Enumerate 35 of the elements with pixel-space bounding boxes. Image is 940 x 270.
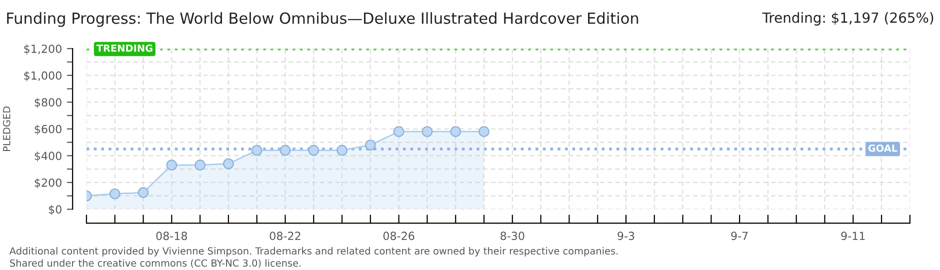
y-tick-label: $0 [48,205,62,216]
point [223,158,234,170]
x-tick-label: 08-26 [383,232,414,240]
chart-subtitle: Trending: $1,197 (265%) [762,12,934,26]
text: Additional content provided by Vivienne Simpson. Trademarks and related content are owned by their respective companies. [9,247,618,256]
chart-title: Funding Progress: The World Below Omnibus—Deluxe Illustrated Hardcover Edition [7,12,638,27]
y-axis-title: PLEDGED [2,106,10,152]
x-tick-label: 9-7 [731,232,748,240]
point [194,160,206,170]
x-tick-label: 8-30 [500,232,524,240]
x-tick-label: 08-18 [156,232,188,240]
point [393,126,404,138]
y-tick-label: $400 [34,151,62,162]
y-tick-label: $600 [34,124,62,135]
y-tick-label: $200 [34,178,62,188]
point [280,144,291,156]
ref-line-label: TRENDING [96,44,152,52]
text: Shared under the creative commons (CC BY-NC 3.0) license. [10,259,301,268]
point [138,187,149,198]
point [166,160,178,170]
point [450,126,462,138]
point [308,144,320,156]
x-tick-label: 9-11 [841,232,865,240]
x-tick-label: 9-3 [618,232,634,240]
x-tick-label: 08-22 [270,232,300,240]
point [365,140,376,150]
point [478,126,490,138]
point [109,188,120,200]
y-tick-label: $800 [34,98,62,108]
y-tick-label: $1,000 [24,71,62,82]
ref-line-label: GOAL [868,144,898,152]
point [251,144,262,156]
point [422,126,433,138]
point [336,144,348,156]
y-tick-label: $1,200 [24,44,62,54]
